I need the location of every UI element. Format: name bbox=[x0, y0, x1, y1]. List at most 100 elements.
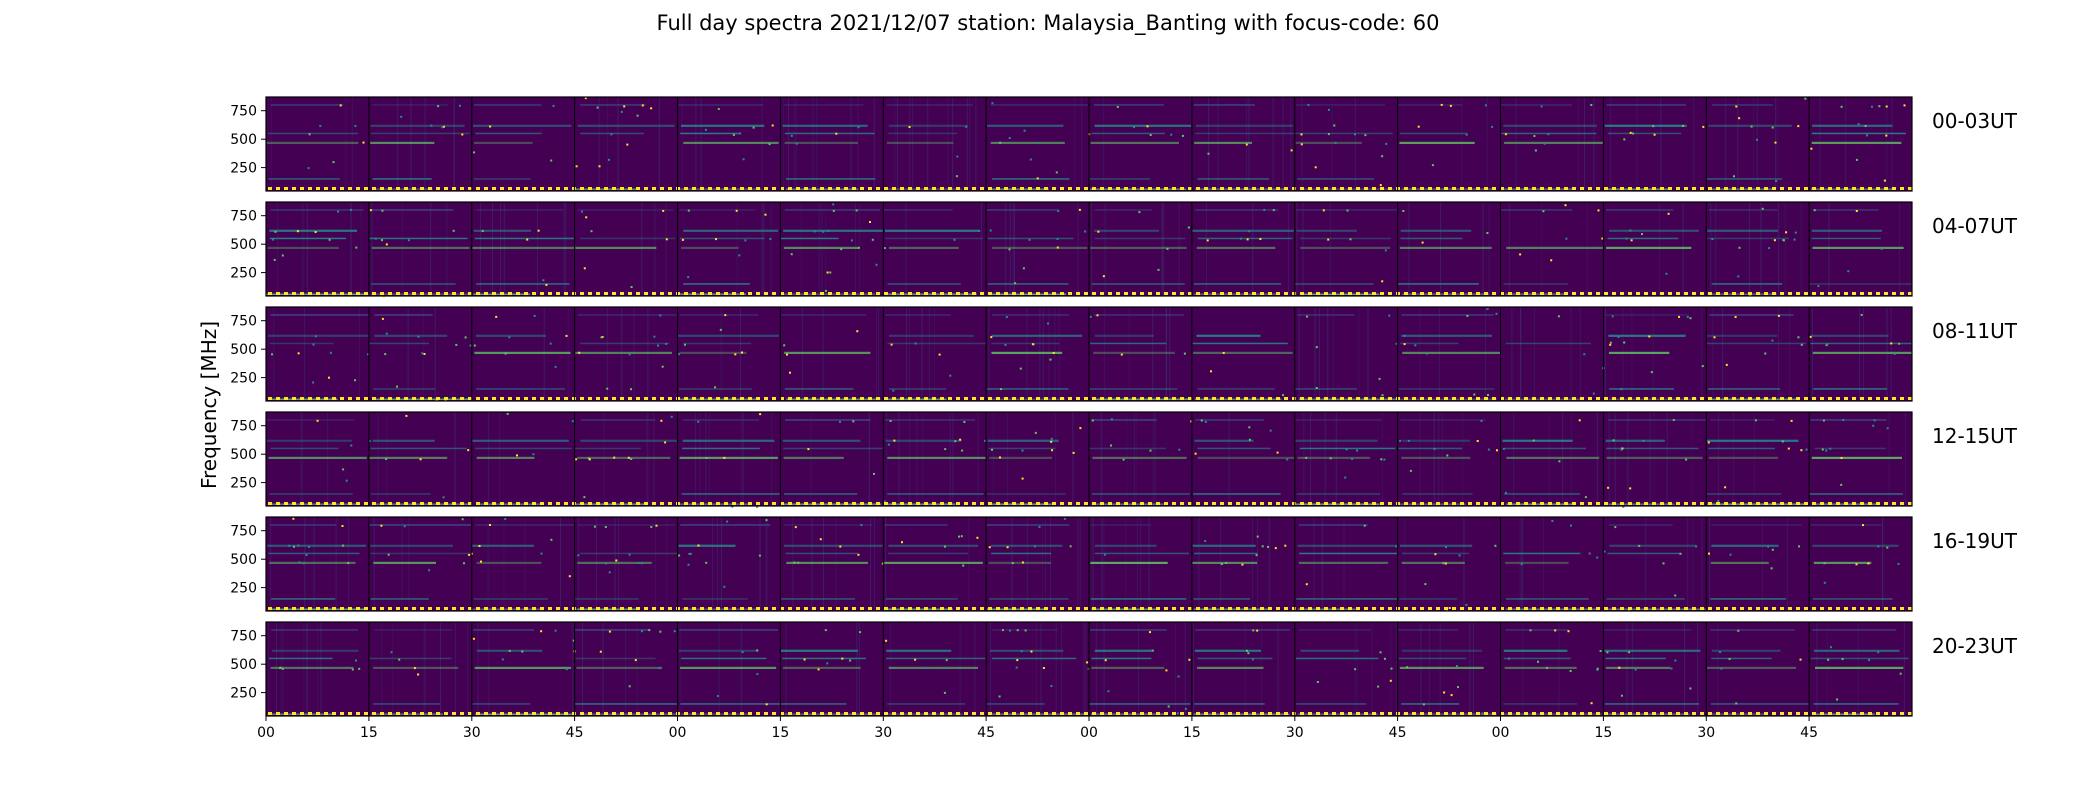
speckle bbox=[1448, 607, 1451, 609]
calibration-marker bbox=[716, 712, 720, 715]
speckle bbox=[658, 667, 661, 670]
emission-line bbox=[1811, 657, 1909, 660]
calibration-marker bbox=[924, 292, 928, 295]
calibration-marker bbox=[460, 187, 464, 190]
speckle bbox=[1466, 314, 1469, 317]
calibration-marker bbox=[1468, 712, 1472, 715]
speckle bbox=[1246, 649, 1248, 652]
noise-streak bbox=[454, 412, 456, 506]
calibration-marker bbox=[980, 292, 984, 295]
calibration-marker bbox=[588, 397, 592, 400]
noise-streak bbox=[1438, 412, 1440, 506]
calibration-marker bbox=[284, 607, 288, 610]
speckle bbox=[452, 229, 455, 232]
calibration-marker bbox=[1180, 292, 1184, 295]
calibration-marker bbox=[772, 502, 776, 505]
emission-line bbox=[1399, 598, 1458, 600]
x-tick-label: 45 bbox=[566, 725, 584, 741]
calibration-marker bbox=[1524, 712, 1528, 715]
noise-streak bbox=[1693, 97, 1695, 191]
noise-streak bbox=[1520, 307, 1522, 401]
speckle bbox=[554, 629, 557, 632]
speckle bbox=[697, 544, 700, 547]
calibration-marker bbox=[300, 292, 304, 295]
calibration-marker bbox=[1636, 397, 1640, 400]
calibration-marker bbox=[1196, 712, 1200, 715]
speckle bbox=[1836, 698, 1839, 701]
noise-streak bbox=[1778, 202, 1780, 296]
calibration-marker bbox=[1540, 712, 1544, 715]
calibration-marker bbox=[1820, 187, 1824, 190]
speckle bbox=[575, 458, 578, 461]
calibration-marker bbox=[1628, 187, 1632, 190]
calibration-marker bbox=[1012, 292, 1016, 295]
calibration-marker bbox=[964, 292, 968, 295]
emission-line bbox=[1197, 388, 1275, 390]
calibration-marker bbox=[1092, 502, 1096, 505]
noise-streak bbox=[653, 412, 655, 506]
calibration-marker bbox=[516, 607, 520, 610]
speckle bbox=[1241, 563, 1244, 566]
emission-line bbox=[1506, 503, 1573, 505]
noise-streak bbox=[921, 307, 923, 401]
speckle bbox=[768, 143, 771, 146]
emission-line bbox=[786, 561, 868, 564]
calibration-marker bbox=[1300, 502, 1304, 505]
calibration-marker bbox=[972, 712, 976, 715]
speckle bbox=[1380, 458, 1383, 461]
emission-line bbox=[991, 246, 1088, 249]
calibration-marker bbox=[388, 607, 392, 610]
speckle bbox=[735, 209, 738, 212]
speckle bbox=[789, 371, 791, 374]
speckle bbox=[1670, 667, 1673, 670]
speckle bbox=[869, 221, 871, 223]
speckle bbox=[871, 238, 874, 241]
emission-line bbox=[1197, 178, 1269, 180]
calibration-marker bbox=[316, 187, 320, 190]
speckle bbox=[1596, 556, 1599, 559]
emission-line bbox=[371, 104, 448, 106]
speckle bbox=[723, 456, 726, 459]
noise-streak bbox=[603, 412, 605, 506]
calibration-marker bbox=[1172, 187, 1176, 190]
calibration-marker bbox=[508, 397, 512, 400]
speckle bbox=[472, 637, 475, 640]
speckle bbox=[944, 545, 946, 548]
emission-line bbox=[1090, 629, 1167, 631]
emission-line bbox=[886, 657, 986, 660]
calibration-marker bbox=[796, 607, 800, 610]
calibration-marker bbox=[1444, 712, 1448, 715]
speckle bbox=[1628, 651, 1631, 654]
noise-streak bbox=[1636, 97, 1638, 191]
calibration-marker bbox=[868, 607, 872, 610]
calibration-marker bbox=[524, 397, 528, 400]
speckle bbox=[1567, 630, 1570, 633]
speckle bbox=[1880, 247, 1883, 250]
speckle bbox=[1028, 238, 1031, 241]
calibration-marker bbox=[1340, 712, 1344, 715]
calibration-marker bbox=[852, 502, 856, 505]
calibration-marker bbox=[852, 712, 856, 715]
calibration-marker bbox=[1204, 397, 1208, 400]
calibration-marker bbox=[620, 397, 624, 400]
speckle bbox=[305, 554, 308, 556]
emission-line bbox=[682, 598, 748, 600]
calibration-marker bbox=[340, 712, 344, 715]
emission-line bbox=[1813, 649, 1900, 652]
calibration-marker bbox=[1588, 502, 1592, 505]
calibration-marker bbox=[1364, 607, 1368, 610]
calibration-marker bbox=[1572, 712, 1576, 715]
calibration-marker bbox=[1108, 712, 1112, 715]
calibration-marker bbox=[668, 502, 672, 505]
emission-line bbox=[374, 334, 448, 337]
noise-streak bbox=[1079, 517, 1081, 611]
calibration-marker bbox=[1260, 292, 1264, 295]
calibration-marker bbox=[1356, 292, 1360, 295]
speckle bbox=[1334, 141, 1337, 144]
speckle bbox=[1767, 545, 1770, 548]
emission-line bbox=[886, 104, 973, 106]
calibration-marker bbox=[1196, 187, 1200, 190]
calibration-marker bbox=[1172, 607, 1176, 610]
calibration-marker bbox=[1588, 292, 1592, 295]
calibration-marker bbox=[1244, 502, 1248, 505]
